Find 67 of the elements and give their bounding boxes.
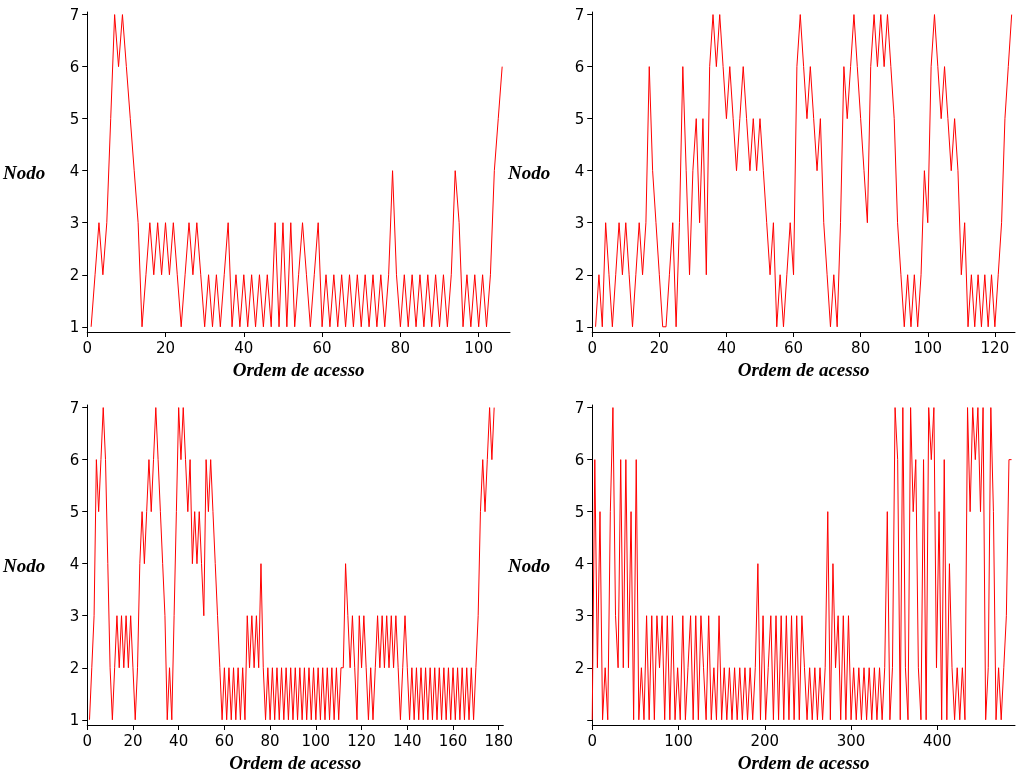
- y-tick-label: 6: [69, 57, 80, 76]
- y-tick-label: 4: [69, 554, 80, 573]
- line-series: [591, 407, 1013, 721]
- y-tick-label: 1: [574, 317, 585, 336]
- y-tick-label: 5: [574, 109, 585, 128]
- x-axis-title: Ordem de acesso: [737, 358, 870, 380]
- y-tick-label: 1: [69, 317, 80, 336]
- x-tick-label: 0: [82, 731, 92, 750]
- x-axis-title: Ordem de acesso: [229, 751, 362, 773]
- y-tick-label: 4: [574, 554, 585, 573]
- y-tick-label: 2: [574, 265, 585, 284]
- y-tick-label: 3: [69, 606, 80, 625]
- y-tick-label: 7: [69, 398, 80, 417]
- y-tick-label: 6: [574, 450, 585, 469]
- x-tick-label: 20: [649, 338, 669, 357]
- y-axis-title: Nodo: [1, 161, 46, 183]
- y-tick-label: 5: [69, 109, 80, 128]
- x-tick-label: 100: [301, 731, 331, 750]
- x-tick-label: 80: [390, 338, 410, 357]
- x-tick-label: 20: [123, 731, 143, 750]
- x-tick-label: 20: [155, 338, 176, 357]
- y-axis-title: Nodo: [1, 554, 46, 576]
- x-tick-label: 0: [587, 338, 597, 357]
- x-tick-label: 120: [347, 731, 376, 750]
- y-tick-label: 3: [574, 213, 585, 232]
- y-tick-label: 5: [574, 502, 585, 521]
- x-tick-label: 100: [464, 338, 493, 357]
- y-tick-label: 3: [574, 606, 585, 625]
- y-tick-label: 5: [69, 502, 80, 521]
- line-series: [595, 14, 1013, 328]
- line-series: [90, 14, 503, 328]
- x-tick-label: 180: [484, 731, 514, 750]
- y-axis-title: Nodo: [506, 161, 551, 183]
- y-tick-label: 7: [574, 5, 585, 24]
- x-tick-label: 100: [913, 338, 943, 357]
- x-tick-label: 60: [312, 338, 332, 357]
- x-tick-label: 120: [980, 338, 1010, 357]
- x-tick-label: 0: [82, 338, 92, 357]
- y-tick-label: 3: [69, 213, 80, 232]
- line-series: [89, 407, 495, 721]
- x-tick-label: 140: [392, 731, 422, 750]
- x-tick-label: 60: [784, 338, 804, 357]
- x-tick-label: 200: [750, 731, 780, 750]
- x-axis-title: Ordem de acesso: [232, 358, 365, 380]
- x-tick-label: 0: [587, 731, 597, 750]
- y-tick-label: 7: [69, 5, 80, 24]
- x-tick-label: 40: [716, 338, 736, 357]
- y-tick-label: 6: [69, 450, 80, 469]
- y-tick-label: 2: [69, 265, 80, 284]
- y-axis-title: Nodo: [506, 554, 551, 576]
- x-tick-label: 80: [851, 338, 871, 357]
- y-tick-label: 2: [69, 658, 80, 677]
- x-tick-label: 100: [664, 731, 693, 750]
- y-tick-label: 4: [69, 161, 80, 180]
- x-tick-label: 40: [234, 338, 254, 357]
- x-tick-label: 80: [260, 731, 280, 750]
- y-tick-label: 2: [574, 658, 585, 677]
- y-tick-label: 6: [574, 57, 585, 76]
- x-axis-title: Ordem de acesso: [737, 751, 870, 773]
- y-tick-label: 1: [69, 710, 80, 729]
- x-tick-label: 160: [438, 731, 468, 750]
- x-tick-label: 400: [923, 731, 952, 750]
- x-tick-label: 300: [836, 731, 866, 750]
- x-tick-label: 40: [169, 731, 189, 750]
- y-tick-label: 7: [574, 398, 585, 417]
- y-tick-label: 4: [574, 161, 585, 180]
- x-tick-label: 60: [214, 731, 234, 750]
